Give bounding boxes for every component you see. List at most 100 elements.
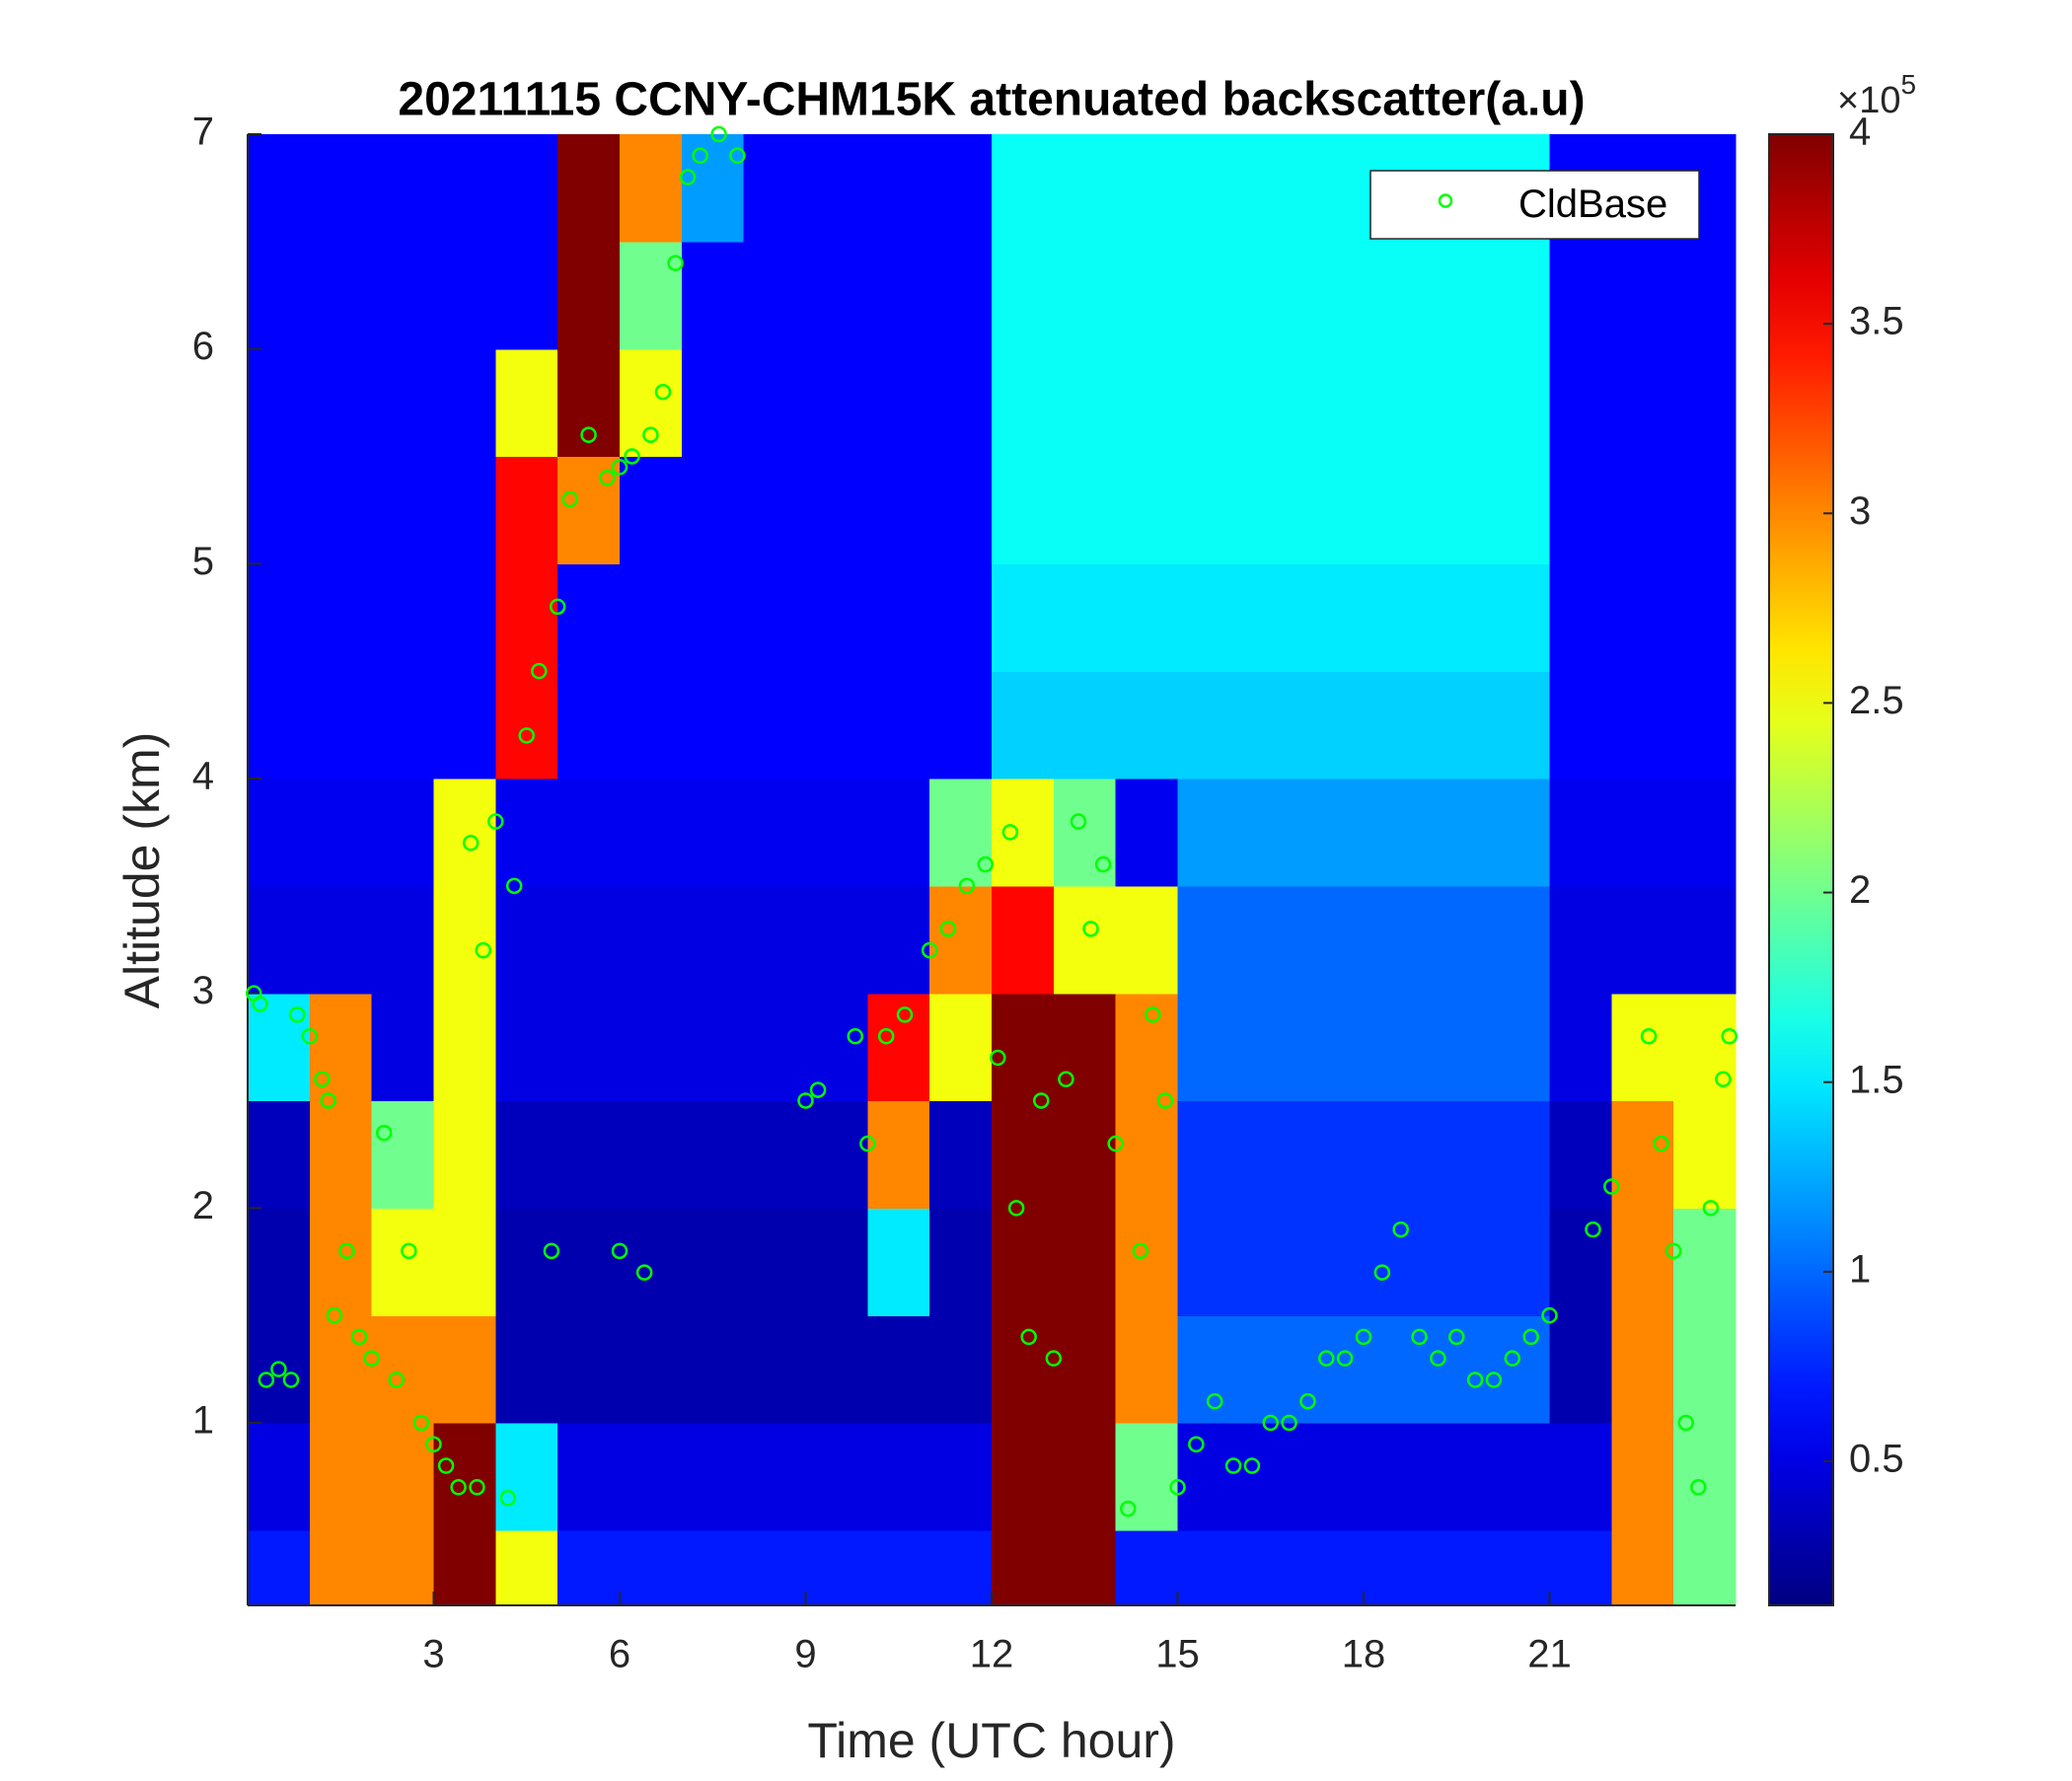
heatmap-cell	[1053, 456, 1117, 564]
heatmap-cell	[1053, 1315, 1117, 1424]
heatmap-cell	[495, 885, 558, 995]
heatmap-cell	[1115, 1315, 1179, 1424]
heatmap-cell	[620, 1422, 683, 1531]
y-tick-label: 7	[192, 111, 214, 154]
heatmap-cell	[1239, 1100, 1302, 1209]
heatmap-cell	[1487, 241, 1551, 350]
heatmap-cell	[681, 778, 745, 887]
cloud-base-point	[549, 598, 566, 616]
heatmap-cell	[1673, 1315, 1737, 1424]
heatmap-cell	[1115, 1422, 1179, 1531]
colorbar-tick-label: 1	[1849, 1247, 1871, 1291]
heatmap-cell	[620, 241, 683, 350]
cloud-base-point	[679, 169, 697, 186]
heatmap-cell	[1611, 241, 1674, 350]
heatmap-cell	[557, 456, 621, 564]
heatmap-cell	[743, 1422, 807, 1531]
cloud-base-point	[1653, 1135, 1669, 1152]
cloud-base-point	[809, 1081, 827, 1098]
colorbar-tick-label: 1.5	[1849, 1058, 1904, 1101]
heatmap-cell	[1364, 1422, 1427, 1531]
heatmap-cell	[495, 1208, 558, 1316]
heatmap-cell	[1364, 241, 1427, 350]
heatmap-cell	[620, 778, 683, 887]
heatmap-cell	[1611, 671, 1674, 779]
heatmap-cell	[248, 1315, 311, 1424]
heatmap-cell	[1364, 563, 1427, 672]
heatmap-cell	[433, 1315, 496, 1424]
heatmap-cell	[681, 563, 745, 672]
heatmap-cell	[1487, 671, 1551, 779]
heatmap-cell	[1053, 1529, 1117, 1606]
cloud-base-point	[469, 1479, 485, 1496]
cloud-base-point	[1392, 1221, 1409, 1238]
heatmap-cell	[433, 241, 496, 350]
cloud-base-point	[1094, 855, 1112, 873]
heatmap-cell	[1177, 1100, 1240, 1209]
heatmap-cell	[743, 241, 807, 350]
heatmap-cell	[433, 1100, 496, 1209]
heatmap-cell	[1611, 1315, 1674, 1424]
heatmap-cell	[1301, 563, 1365, 672]
cloud-base-point	[462, 835, 480, 852]
heatmap-cell	[620, 563, 683, 672]
heatmap-cell	[433, 778, 496, 887]
heatmap-cell	[1053, 1208, 1117, 1316]
cloud-base-point	[1640, 1027, 1658, 1045]
heatmap-cell	[805, 1315, 868, 1424]
heatmap-cell	[929, 563, 993, 672]
heatmap-cell	[433, 456, 496, 564]
chart-title: 20211115 CCNY-CHM15K attenuated backscat…	[398, 74, 1585, 126]
heatmap-cell	[929, 1100, 993, 1209]
x-tick-label: 9	[794, 1633, 816, 1676]
heatmap-cell	[495, 1315, 558, 1424]
heatmap-cell	[992, 134, 1055, 243]
heatmap-cell	[248, 563, 311, 672]
heatmap-cell	[867, 885, 930, 995]
heatmap-cell	[743, 1208, 807, 1316]
cloud-base-point	[425, 1436, 442, 1453]
cloud-base-point	[1224, 1457, 1242, 1474]
heatmap-cell	[1425, 1208, 1489, 1316]
heatmap-cell	[743, 563, 807, 672]
heatmap-cell	[743, 885, 807, 995]
heatmap-cell	[1301, 1422, 1365, 1531]
cloud-base-point	[505, 877, 523, 895]
heatmap-cell	[929, 1422, 993, 1531]
cloud-base-point	[314, 1071, 331, 1087]
heatmap-cell	[1177, 778, 1240, 887]
heatmap-cell	[1053, 1422, 1117, 1531]
heatmap-cell	[1611, 348, 1674, 458]
cloud-base-point	[1299, 1392, 1316, 1410]
heatmap-cell	[1549, 993, 1612, 1102]
heatmap-cell	[1115, 348, 1179, 458]
heatmap-cell	[867, 456, 930, 564]
colorbar-tick-label: 4	[1849, 111, 1871, 154]
heatmap-cell	[1239, 456, 1302, 564]
cloud-base-point	[518, 727, 535, 744]
heatmap-cell	[557, 348, 621, 458]
heatmap-cell	[433, 885, 496, 995]
heatmap-cell	[1487, 456, 1551, 564]
heatmap-cell	[620, 1315, 683, 1424]
heatmap-cell	[1673, 671, 1737, 779]
cloud-base-point	[338, 1242, 355, 1260]
heatmap-cell	[557, 563, 621, 672]
heatmap-cell	[1115, 1208, 1179, 1316]
heatmap-cell	[743, 778, 807, 887]
heatmap-cell	[1115, 1100, 1179, 1209]
heatmap-cell	[371, 563, 435, 672]
heatmap-cell	[1611, 885, 1674, 995]
heatmap-cell	[371, 993, 435, 1102]
multiplier-exponent: 5	[1900, 69, 1916, 100]
heatmap-cell	[1673, 1208, 1737, 1316]
heatmap-cell	[557, 134, 621, 243]
heatmap-cell	[1611, 456, 1674, 564]
cloud-base-point	[475, 941, 492, 959]
heatmap-cell	[1053, 671, 1117, 779]
heatmap-cell	[1177, 241, 1240, 350]
heatmap-cell	[805, 348, 868, 458]
heatmap-cell	[248, 671, 311, 779]
heatmap-cell	[1053, 778, 1117, 887]
